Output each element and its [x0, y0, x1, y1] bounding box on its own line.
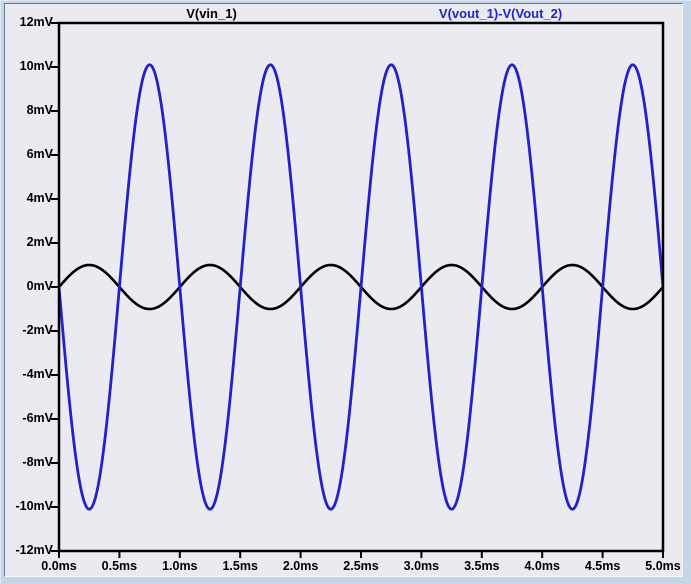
x-tick-label: 0.0ms	[41, 559, 77, 573]
y-tick-label: 6mV	[26, 147, 53, 161]
y-tick-label: 4mV	[26, 191, 53, 205]
waveform-pane: V(vin_1) V(vout_1)-V(Vout_2) 12mV 10mV 8mV…	[4, 3, 683, 577]
x-tick-label: 1.0ms	[162, 559, 198, 573]
y-tick-label: -8mV	[22, 455, 53, 469]
trace-label-vin[interactable]: V(vin_1)	[186, 6, 237, 21]
trace-vout	[59, 63, 663, 511]
waveform-plot-area[interactable]	[5, 4, 682, 576]
x-tick-label: 0.5ms	[101, 559, 138, 573]
y-tick-label: 2mV	[26, 235, 53, 249]
y-tick-label: -4mV	[22, 367, 53, 381]
y-tick-label: -2mV	[22, 323, 53, 337]
x-tick-label: 4.5ms	[584, 559, 621, 573]
y-tick-label: -12mV	[15, 543, 53, 557]
x-tick-label: 3.5ms	[464, 559, 500, 573]
trace-label-vout[interactable]: V(vout_1)-V(Vout_2)	[438, 6, 563, 21]
x-tick-label: 5.0ms	[645, 559, 681, 573]
y-tick-label: 0mV	[26, 279, 53, 293]
y-tick-label: 8mV	[26, 103, 53, 117]
x-tick-label: 3.0ms	[403, 559, 440, 573]
y-tick-label: 12mV	[19, 15, 53, 29]
x-tick-label: 2.0ms	[282, 559, 319, 573]
x-tick-label: 2.5ms	[343, 559, 379, 573]
y-tick-label: -6mV	[22, 411, 53, 425]
y-tick-label: 10mV	[19, 59, 53, 73]
x-tick-label: 4.0ms	[524, 559, 560, 573]
y-tick-label: -10mV	[15, 499, 53, 513]
x-tick-label: 1.5ms	[222, 559, 258, 573]
